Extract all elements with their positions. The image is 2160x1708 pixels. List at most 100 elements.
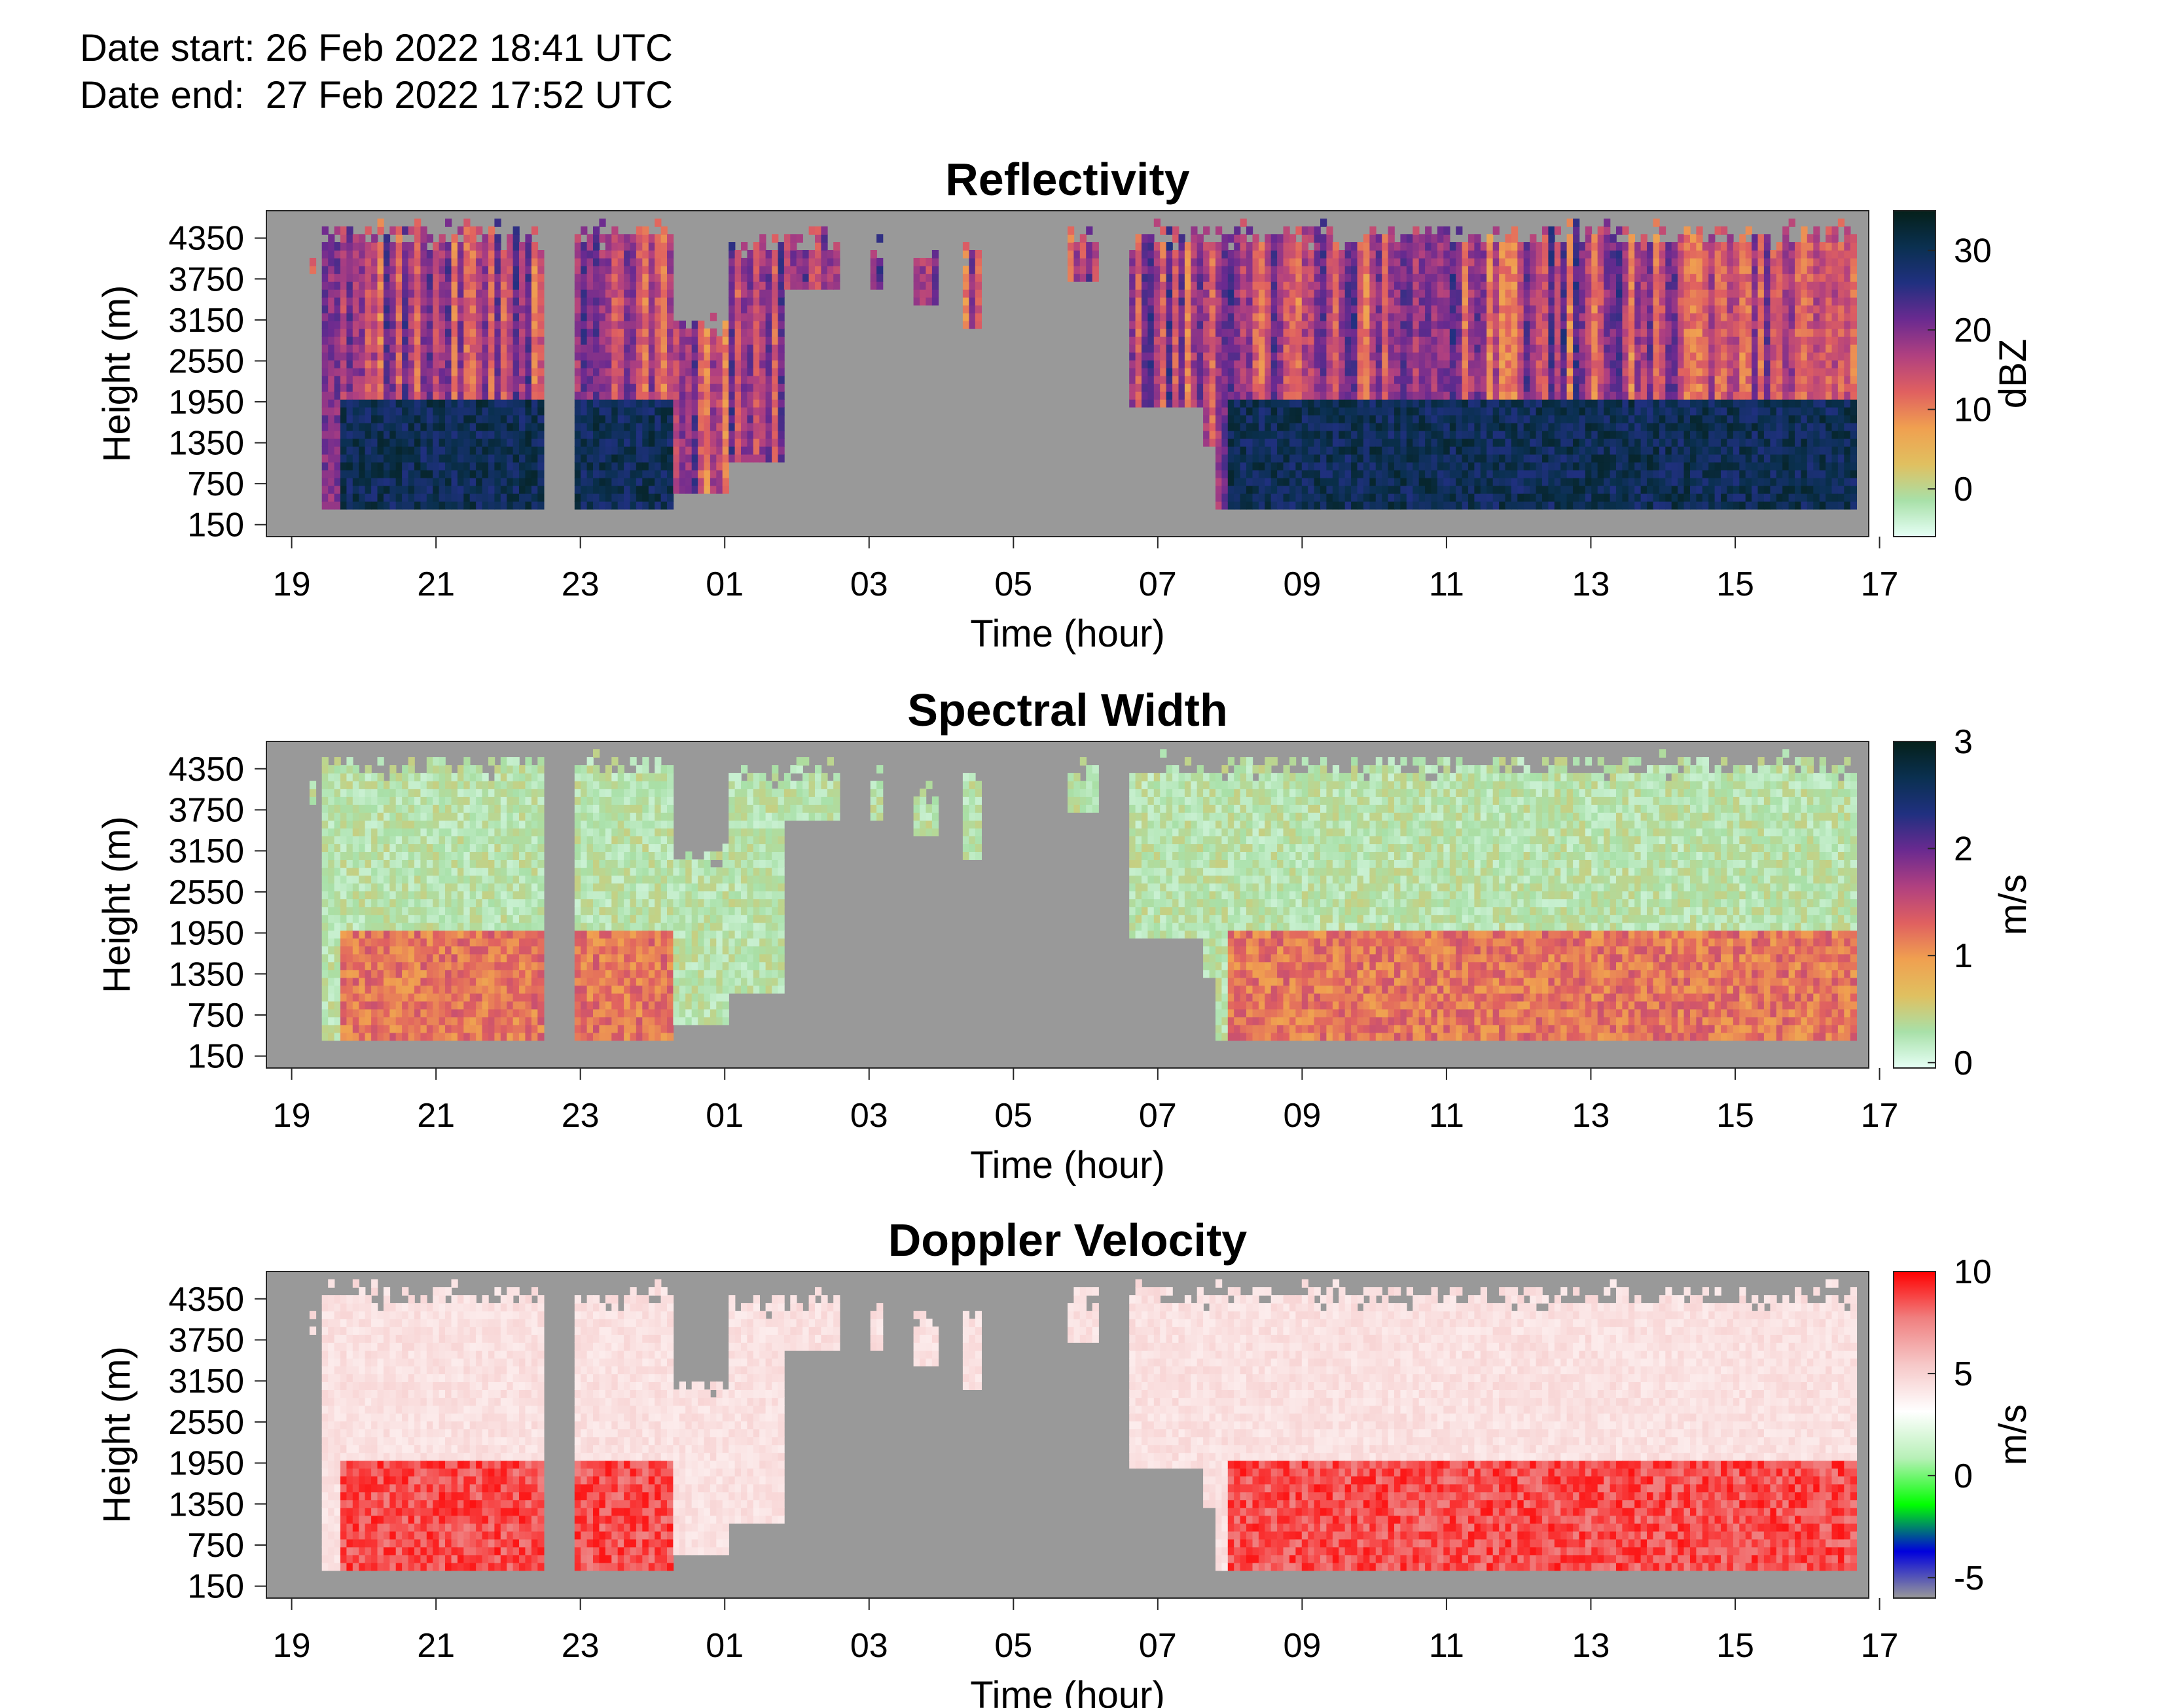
heatmap-cell (1179, 266, 1185, 274)
heatmap-cell (346, 462, 353, 471)
heatmap-cell (482, 289, 489, 298)
heatmap-cell (365, 431, 372, 439)
heatmap-cell (1320, 423, 1327, 431)
heatmap-cell (575, 493, 581, 502)
heatmap-cell (772, 321, 778, 329)
heatmap-cell (1271, 399, 1278, 408)
heatmap-cell (396, 501, 403, 510)
heatmap-cell (920, 297, 926, 306)
heatmap-cell (698, 462, 704, 471)
heatmap-cell (1308, 352, 1314, 361)
heatmap-cell (1326, 423, 1333, 431)
heatmap-cell (1179, 336, 1185, 345)
heatmap-cell (649, 470, 655, 478)
heatmap-cell (1295, 462, 1302, 471)
heatmap-cell (1147, 242, 1154, 251)
heatmap-cell (772, 454, 778, 463)
heatmap-cell (871, 250, 877, 258)
heatmap-cell (1333, 352, 1339, 361)
heatmap-cell (716, 376, 723, 384)
heatmap-cell (655, 336, 661, 345)
heatmap-cell (1136, 391, 1142, 400)
heatmap-cell (1382, 454, 1388, 463)
heatmap-cell (1277, 446, 1284, 455)
heatmap-cell (575, 329, 581, 337)
heatmap-cell (463, 391, 470, 400)
heatmap-cell (507, 297, 513, 306)
heatmap-cell (1142, 336, 1148, 345)
heatmap-cell (513, 281, 520, 290)
heatmap-cell (1333, 258, 1339, 266)
heatmap-cell (642, 352, 649, 361)
heatmap-cell (1271, 407, 1278, 416)
heatmap-cell (735, 423, 742, 431)
heatmap-cell (513, 462, 520, 471)
heatmap-cell (458, 321, 464, 329)
heatmap-cell (575, 438, 581, 447)
heatmap-cell (1185, 352, 1191, 361)
heatmap-cell (537, 486, 544, 494)
heatmap-cell (408, 415, 415, 423)
heatmap-cell (599, 234, 605, 243)
heatmap-cell (531, 266, 538, 274)
heatmap-cell (587, 336, 594, 345)
heatmap-cell (649, 383, 655, 392)
heatmap-cell (458, 486, 464, 494)
heatmap-cell (1253, 234, 1259, 243)
heatmap-cell (1179, 258, 1185, 266)
heatmap-cell (1210, 399, 1216, 408)
heatmap-cell (1215, 274, 1222, 282)
heatmap-cell (778, 415, 785, 423)
heatmap-cell (624, 431, 630, 439)
heatmap-cell (1388, 454, 1395, 463)
heatmap-cell (396, 258, 403, 266)
heatmap-cell (378, 305, 384, 313)
heatmap-cell (531, 454, 538, 463)
heatmap-cell (1271, 289, 1278, 298)
heatmap-cell (501, 289, 507, 298)
heatmap-cell (692, 486, 698, 494)
heatmap-cell (759, 258, 766, 266)
heatmap-cell (710, 470, 717, 478)
heatmap-cell (371, 336, 378, 345)
heatmap-cell (1333, 368, 1339, 376)
heatmap-cell (1154, 376, 1161, 384)
heatmap-cell (531, 336, 538, 345)
heatmap-cell (513, 313, 520, 321)
heatmap-cell (581, 242, 587, 251)
heatmap-cell (605, 407, 612, 416)
heatmap-cell (772, 431, 778, 439)
heatmap-cell (463, 399, 470, 408)
heatmap-cell (470, 478, 477, 486)
heatmap-cell (537, 336, 544, 345)
heatmap-cell (618, 281, 624, 290)
heatmap-cell (340, 486, 347, 494)
heatmap-cell (611, 486, 618, 494)
heatmap-cell (1160, 297, 1166, 306)
heatmap-cell (1080, 258, 1087, 266)
heatmap-cell (1253, 391, 1259, 400)
heatmap-cell (494, 493, 501, 502)
heatmap-cell (1259, 344, 1265, 353)
heatmap-cell (476, 226, 482, 235)
heatmap-cell (1234, 266, 1240, 274)
heatmap-cell (470, 274, 477, 282)
heatmap-cell (328, 305, 334, 313)
heatmap-cell (1246, 462, 1253, 471)
heatmap-cell (673, 376, 679, 384)
heatmap-cell (359, 501, 365, 510)
heatmap-cell (420, 462, 427, 471)
heatmap-cell (624, 415, 630, 423)
heatmap-cell (636, 344, 643, 353)
heatmap-cell (439, 274, 446, 282)
heatmap-cell (1333, 415, 1339, 423)
heatmap-cell (747, 266, 753, 274)
heatmap-cell (1302, 274, 1308, 282)
heatmap-cell (611, 352, 618, 361)
heatmap-cell (655, 234, 661, 243)
heatmap-cell (408, 446, 415, 455)
heatmap-cell (384, 431, 390, 439)
heatmap-cell (1302, 501, 1308, 510)
heatmap-cell (1203, 376, 1210, 384)
heatmap-cell (537, 454, 544, 463)
